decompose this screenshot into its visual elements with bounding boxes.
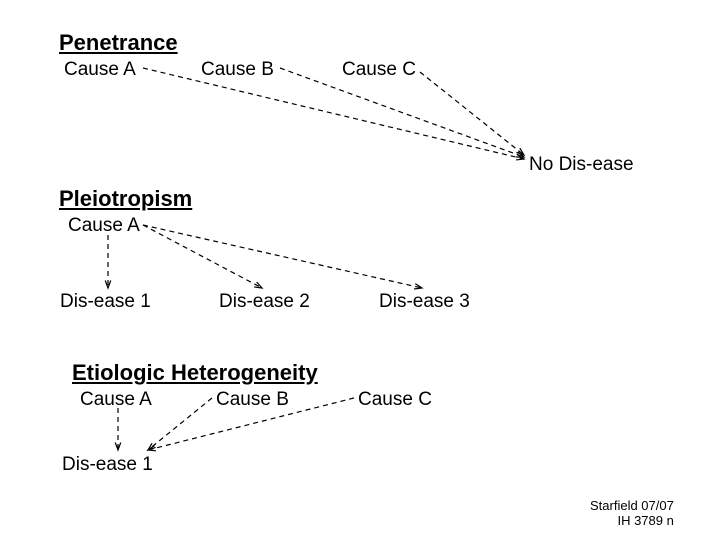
pleiotropism-disease-2: Dis-ease 2 xyxy=(219,291,310,313)
footer-line1: Starfield 07/07 xyxy=(590,498,674,513)
footer-line2: IH 3789 n xyxy=(590,513,674,528)
footer-credit: Starfield 07/07 IH 3789 n xyxy=(590,498,674,528)
penetrance-cause-a: Cause A xyxy=(64,59,136,81)
penetrance-cause-c: Cause C xyxy=(342,59,416,81)
etiologic-heading: Etiologic Heterogeneity xyxy=(72,360,318,386)
pleiotropism-heading: Pleiotropism xyxy=(59,186,192,212)
etiologic-disease-1: Dis-ease 1 xyxy=(62,454,153,476)
pleiotropism-cause-a: Cause A xyxy=(68,215,140,237)
pleiotropism-disease-3: Dis-ease 3 xyxy=(379,291,470,313)
penetrance-no-disease: No Dis-ease xyxy=(529,154,634,176)
etiologic-cause-a: Cause A xyxy=(80,389,152,411)
pleiotropism-disease-1: Dis-ease 1 xyxy=(60,291,151,313)
penetrance-heading: Penetrance xyxy=(59,30,178,56)
etiologic-cause-b: Cause B xyxy=(216,389,289,411)
etiologic-cause-c: Cause C xyxy=(358,389,432,411)
penetrance-cause-b: Cause B xyxy=(201,59,274,81)
